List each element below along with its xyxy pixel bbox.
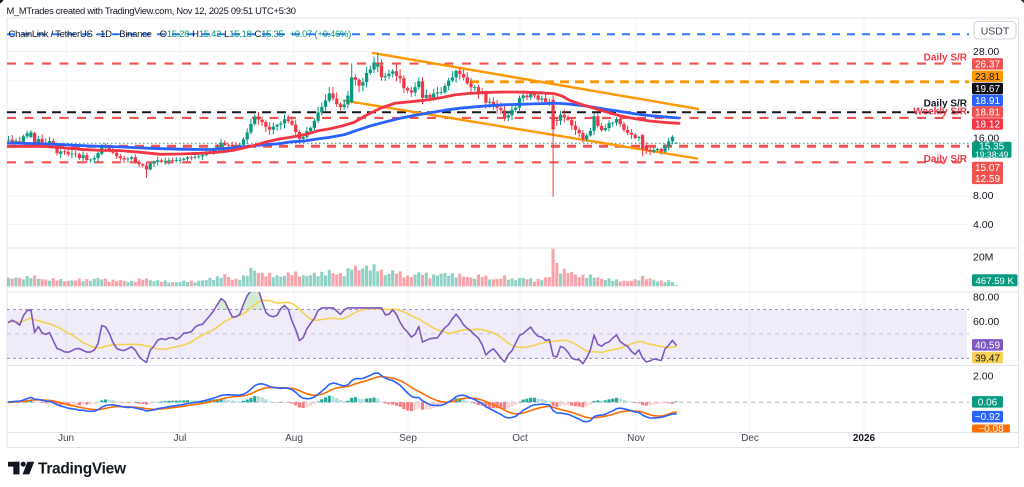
svg-text:26.37: 26.37 [975, 60, 1000, 71]
svg-text:−0.92: −0.92 [975, 412, 1001, 423]
svg-text:467.59 K: 467.59 K [976, 276, 1015, 287]
svg-text:19.67: 19.67 [975, 84, 1000, 95]
svg-text:15.07: 15.07 [975, 163, 1000, 174]
svg-text:18.12: 18.12 [975, 120, 1000, 131]
svg-text:4.00: 4.00 [973, 219, 994, 231]
svg-text:39.47: 39.47 [975, 353, 1000, 364]
svg-text:M_MTrades created with Trading: M_MTrades created with TradingView.com, … [7, 5, 296, 16]
svg-text:Jul: Jul [174, 433, 187, 444]
svg-text:−0.08: −0.08 [978, 424, 1004, 435]
svg-text:Sep: Sep [399, 433, 417, 444]
svg-text:0.06: 0.06 [978, 397, 998, 408]
svg-text:Oct: Oct [512, 433, 528, 444]
svg-text:15.35: 15.35 [979, 141, 1004, 152]
svg-text:Dec: Dec [741, 433, 759, 444]
svg-text:Daily S/R: Daily S/R [924, 52, 968, 63]
svg-text:8.00: 8.00 [973, 190, 994, 202]
svg-text:60.00: 60.00 [973, 316, 999, 328]
svg-text:Aug: Aug [285, 433, 303, 444]
svg-text:Daily S/R: Daily S/R [924, 154, 968, 165]
svg-text:12.59: 12.59 [975, 174, 1000, 185]
svg-text:28.00: 28.00 [973, 46, 999, 58]
svg-text:2026: 2026 [853, 433, 876, 444]
svg-text:Nov: Nov [627, 433, 645, 444]
svg-text:23.81: 23.81 [975, 72, 1000, 83]
svg-text:80.00: 80.00 [973, 292, 999, 304]
svg-text:18.81: 18.81 [975, 108, 1000, 119]
svg-text:18.91: 18.91 [975, 96, 1000, 107]
svg-text:TradingView: TradingView [38, 461, 127, 478]
svg-text:2.00: 2.00 [973, 370, 994, 382]
svg-text:ChainLink / TetherUS · 1D · Bi: ChainLink / TetherUS · 1D · Binance O15.2… [9, 29, 352, 40]
svg-text:Jun: Jun [58, 433, 74, 444]
svg-text:USDT: USDT [981, 25, 1010, 37]
svg-text:16.00: 16.00 [973, 133, 999, 145]
svg-text:20M: 20M [973, 252, 993, 264]
svg-text:40.59: 40.59 [975, 340, 1000, 351]
svg-text:Daily S/R: Daily S/R [924, 99, 968, 110]
svg-text:19:38:49: 19:38:49 [975, 149, 1009, 159]
svg-text:Weekly S/R: Weekly S/R [913, 107, 968, 118]
